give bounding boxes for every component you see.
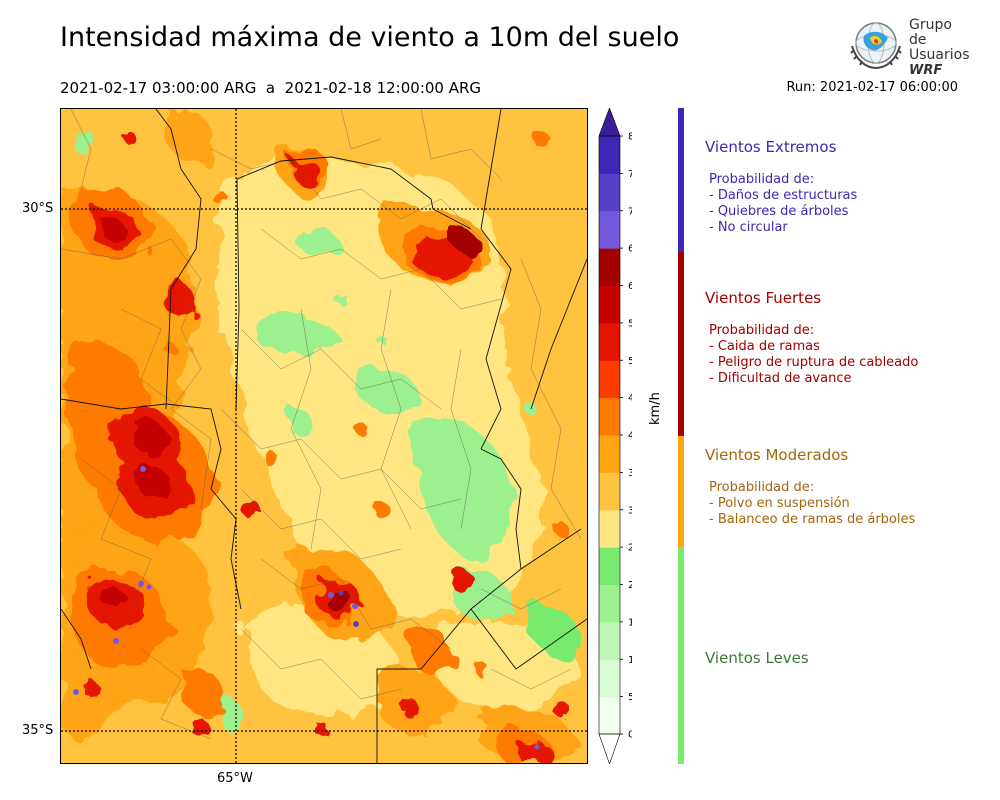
desc-line: - Balanceo de ramas de árboles <box>709 512 916 527</box>
desc-line: - Caida de ramas <box>709 339 820 354</box>
wrf-logo: Grupo de Usuarios WRF <box>848 16 970 78</box>
globe-icon <box>850 22 902 70</box>
logo-line-2: Usuarios <box>909 47 970 63</box>
graticule <box>61 109 587 763</box>
colorbar-segment <box>599 435 620 473</box>
colorbar: 0 5 10 15 20 25 30 35 40 45 50 55 60 65 70 75 80 <box>598 108 632 764</box>
department-borders <box>60 108 582 740</box>
category-title-extremos: Vientos Extremos <box>705 138 837 156</box>
desc-line: - Dificultad de avance <box>709 371 852 386</box>
colorbar-tick-label: 5 <box>628 692 632 703</box>
colorbar-extend-max <box>598 108 621 137</box>
colorbar-segment <box>599 210 620 249</box>
colorbar-segment <box>599 696 620 735</box>
category-desc-fuertes: Probabilidad de: - Caida de ramas - Peli… <box>709 323 918 387</box>
colorbar-segment <box>599 621 620 660</box>
desc-line: - Daños de estructuras <box>709 188 858 203</box>
colorbar-segment <box>599 173 620 212</box>
colorbar-segment <box>599 248 620 286</box>
colorbar-tick-label: 55 <box>628 318 632 329</box>
category-title-fuertes: Vientos Fuertes <box>705 289 822 307</box>
colorbar-segment <box>599 659 620 698</box>
wind-speed-map <box>60 108 588 764</box>
lat-label-35s: 35°S <box>22 723 54 738</box>
desc-line: - Peligro de ruptura de cableado <box>709 355 919 370</box>
colorbar-segment <box>599 322 620 361</box>
colorbar-segment <box>599 584 620 623</box>
colorbar-tick-label: 60 <box>628 281 632 292</box>
category-bar-fuertes <box>678 252 684 436</box>
colorbar-extend-min <box>598 733 621 764</box>
wind-contours <box>61 108 581 763</box>
lon-label-65w: 65°W <box>217 771 253 786</box>
colorbar-tick-label: 30 <box>628 505 632 516</box>
run-timestamp: Run: 2021-02-17 06:00:00 <box>786 80 958 95</box>
logo-line-3: WRF <box>909 63 943 78</box>
desc-line: Probabilidad de: <box>709 323 815 338</box>
colorbar-segment <box>599 397 620 436</box>
desc-line: Probabilidad de: <box>709 172 815 187</box>
province-borders <box>60 108 588 763</box>
category-bar-leves <box>678 547 684 764</box>
colorbar-tick-label: 50 <box>628 356 632 367</box>
colorbar-tick-label: 10 <box>628 655 632 666</box>
colorbar-tick-label: 35 <box>628 468 632 479</box>
wind-speckles <box>83 131 569 738</box>
wind-field-svg <box>60 108 588 763</box>
category-bar-extremos <box>678 108 684 252</box>
category-bar-moderados <box>678 436 684 547</box>
desc-line: Probabilidad de: <box>709 480 815 495</box>
desc-line: - No circular <box>709 220 788 235</box>
colorbar-tick-label: 40 <box>628 431 632 442</box>
colorbar-tick-label: 15 <box>628 617 632 628</box>
colorbar-segment <box>599 509 620 548</box>
desc-line: - Polvo en suspensión <box>709 496 850 511</box>
colorbar-unit: km/h <box>648 392 663 425</box>
category-desc-extremos: Probabilidad de: - Daños de estructuras … <box>709 172 857 236</box>
desc-line: - Quiebres de árboles <box>709 204 849 219</box>
colorbar-tick-label: 70 <box>628 206 632 217</box>
colorbar-segment <box>599 472 620 511</box>
colorbar-tick-label: 65 <box>628 244 632 255</box>
forecast-period: 2021-02-17 03:00:00 ARG a 2021-02-18 12:… <box>60 79 482 97</box>
lat-label-30s: 30°S <box>22 201 54 216</box>
colorbar-segment <box>599 360 620 399</box>
colorbar-tick-label: 80 <box>628 132 632 143</box>
colorbar-tick-label: 45 <box>628 393 632 404</box>
colorbar-segment <box>599 285 620 324</box>
colorbar-tick-label: 0 <box>628 730 632 741</box>
colorbar-tick-label: 75 <box>628 169 632 180</box>
colorbar-tick-label: 20 <box>628 580 632 591</box>
category-desc-moderados: Probabilidad de: - Polvo en suspensión -… <box>709 480 915 528</box>
colorbar-segment <box>599 136 620 174</box>
category-title-moderados: Vientos Moderados <box>705 446 849 464</box>
colorbar-tick-label: 25 <box>628 543 632 554</box>
colorbar-segment <box>599 547 620 585</box>
category-title-leves: Vientos Leves <box>705 649 809 667</box>
map-title: Intensidad máxima de viento a 10m del su… <box>60 22 680 53</box>
logo-line-1: Grupo de <box>909 17 952 48</box>
